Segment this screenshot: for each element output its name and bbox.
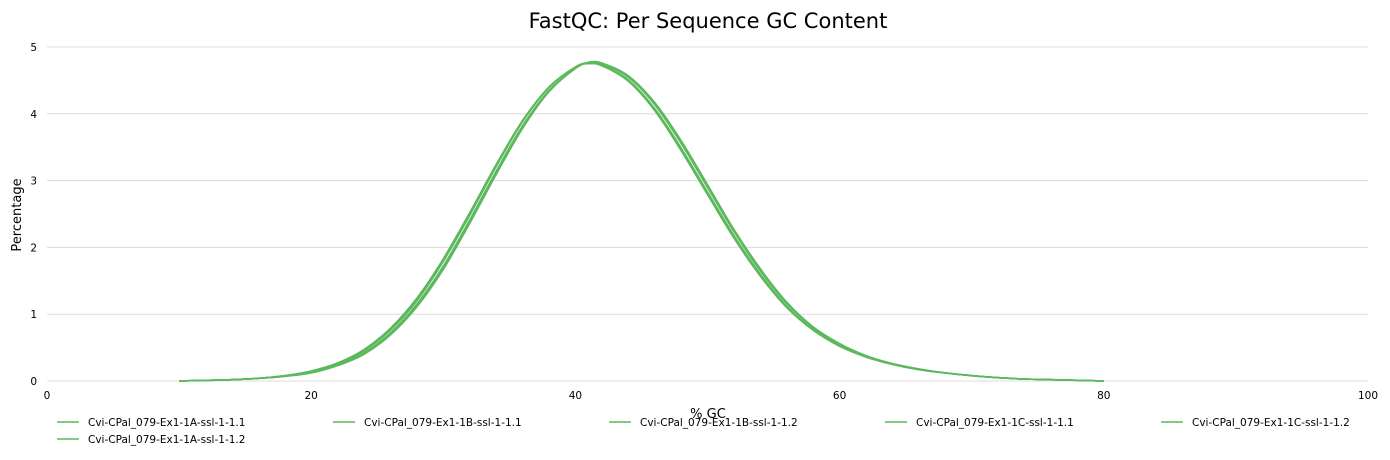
x-axis-label: % GC	[690, 407, 726, 422]
series-line-1[interactable]	[179, 62, 1104, 382]
grid-lines	[47, 46, 1368, 382]
x-tick-label: 60	[833, 390, 846, 402]
legend-item[interactable]: Cvi-CPal_079-Ex1-1C-ssl-1-1.2	[1161, 417, 1350, 429]
series-line-2[interactable]	[179, 61, 1104, 382]
x-tick-labels: 0 20 40 60 80 100	[44, 390, 1378, 402]
y-tick-label: 5	[30, 42, 37, 54]
series-line-5[interactable]	[179, 60, 1104, 382]
legend-label: Cvi-CPal_079-Ex1-1B-ssl-1-1.1	[364, 417, 522, 429]
x-tick-label: 0	[44, 390, 51, 402]
y-tick-label: 3	[30, 176, 37, 188]
legend-label: Cvi-CPal_079-Ex1-1C-ssl-1-1.2	[1192, 417, 1350, 429]
series-lines	[179, 60, 1104, 382]
y-tick-label: 4	[30, 109, 37, 121]
legend-label: Cvi-CPal_079-Ex1-1A-ssl-1-1.2	[88, 434, 245, 446]
legend-item[interactable]: Cvi-CPal_079-Ex1-1B-ssl-1-1.1	[333, 417, 522, 429]
legend-label: Cvi-CPal_079-Ex1-1A-ssl-1-1.1	[88, 417, 245, 429]
series-line-4[interactable]	[179, 61, 1104, 382]
legend-label: Cvi-CPal_079-Ex1-1B-ssl-1-1.2	[640, 417, 798, 429]
legend-item[interactable]: Cvi-CPal_079-Ex1-1C-ssl-1-1.1	[885, 417, 1074, 429]
x-tick-label: 100	[1358, 390, 1378, 402]
legend-item[interactable]: Cvi-CPal_079-Ex1-1A-ssl-1-1.1	[57, 417, 245, 429]
y-tick-labels: 0 1 2 3 4 5	[30, 42, 37, 388]
chart-title: FastQC: Per Sequence GC Content	[529, 9, 888, 33]
x-tick-label: 80	[1097, 390, 1110, 402]
legend-item[interactable]: Cvi-CPal_079-Ex1-1A-ssl-1-1.2	[57, 434, 245, 446]
y-axis-label: Percentage	[10, 178, 25, 251]
legend-item[interactable]: Cvi-CPal_079-Ex1-1B-ssl-1-1.2	[609, 417, 798, 429]
legend: Cvi-CPal_079-Ex1-1A-ssl-1-1.1 Cvi-CPal_07…	[57, 417, 1350, 446]
legend-label: Cvi-CPal_079-Ex1-1C-ssl-1-1.1	[916, 417, 1074, 429]
x-tick-label: 20	[305, 390, 318, 402]
series-line-3[interactable]	[179, 60, 1104, 382]
series-line-6[interactable]	[179, 62, 1104, 382]
y-tick-label: 0	[30, 376, 37, 388]
y-tick-label: 1	[30, 309, 37, 321]
x-tick-label: 40	[569, 390, 582, 402]
y-tick-label: 2	[30, 242, 37, 254]
